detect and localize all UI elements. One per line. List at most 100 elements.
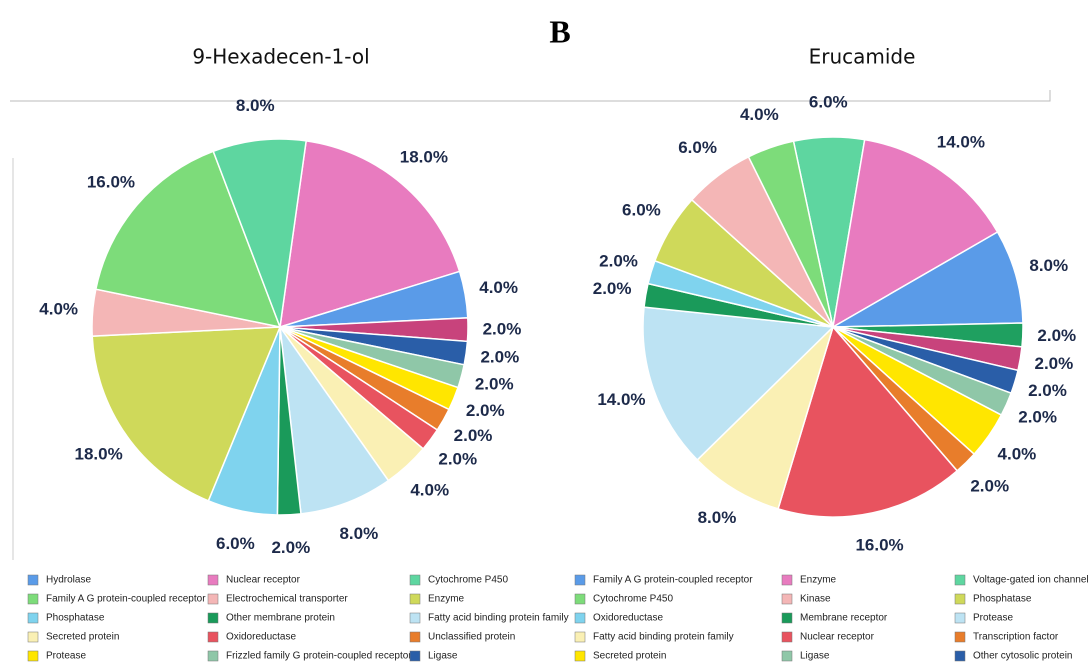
value-label: 2.0% (454, 426, 493, 445)
value-label: 2.0% (593, 279, 632, 298)
value-label: 2.0% (1028, 381, 1067, 400)
legend-label: Nuclear receptor (226, 575, 301, 586)
legend-swatch (27, 631, 39, 643)
legend-label: Kinase (800, 594, 831, 605)
value-label: 16.0% (87, 173, 135, 192)
legend-swatch (27, 574, 39, 586)
legend-label: Enzyme (428, 594, 465, 605)
value-label: 2.0% (1018, 408, 1057, 427)
value-label: 2.0% (483, 320, 522, 339)
legend-swatch (409, 574, 421, 586)
pie-slice (91, 326, 282, 502)
pie-slice (94, 150, 282, 329)
value-label: 8.0% (236, 96, 275, 115)
legend-label: Cytochrome P450 (593, 594, 673, 605)
value-label: 2.0% (466, 401, 505, 420)
value-label: 8.0% (339, 524, 378, 543)
value-label: 2.0% (438, 449, 477, 468)
legend-swatch (781, 650, 793, 662)
legend-label: Ligase (800, 651, 830, 662)
legend-swatch (574, 612, 586, 624)
legend-swatch (781, 631, 793, 643)
value-label: 16.0% (855, 536, 903, 555)
frame-line (10, 90, 1051, 102)
value-label: 4.0% (479, 278, 518, 297)
legend-swatch (954, 612, 966, 624)
value-label: 2.0% (599, 252, 638, 271)
pie-slice (832, 230, 1024, 328)
legend-label: Family A G protein-coupled receptor (46, 594, 206, 605)
legend-label: Secreted protein (46, 632, 119, 643)
pie-slice (642, 306, 835, 461)
value-label: 4.0% (410, 480, 449, 499)
value-label: 14.0% (937, 133, 985, 152)
panel-label: B (549, 13, 570, 49)
legend-label: Protease (46, 651, 86, 662)
value-label: 2.0% (480, 347, 519, 366)
legend-label: Membrane receptor (800, 613, 888, 624)
legend-swatch (27, 593, 39, 605)
legend-swatch (409, 631, 421, 643)
value-label: 2.0% (1037, 326, 1076, 345)
value-label: 4.0% (39, 299, 78, 318)
value-label: 8.0% (698, 508, 737, 527)
value-label: 2.0% (475, 375, 514, 394)
value-label: 8.0% (1029, 256, 1068, 275)
legend-label: Family A G protein-coupled receptor (593, 575, 753, 586)
pie-slice (777, 325, 959, 518)
pie-slice (831, 138, 999, 329)
legend-swatch (27, 650, 39, 662)
legend-swatch (409, 650, 421, 662)
value-label: 2.0% (271, 538, 310, 557)
value-label: 18.0% (400, 147, 448, 166)
value-label: 2.0% (970, 477, 1009, 496)
legend-label: Phosphatase (46, 613, 105, 624)
pie-slice (696, 326, 834, 510)
pie-slice (279, 139, 461, 329)
value-label: 18.0% (74, 444, 122, 463)
legend-label: Fatty acid binding protein family (593, 632, 734, 643)
legend-swatch (207, 593, 219, 605)
legend-label: Fatty acid binding protein family (428, 613, 569, 624)
chart-title: Erucamide (809, 45, 916, 69)
legend-swatch (207, 631, 219, 643)
legend-swatch (207, 612, 219, 624)
legend-label: Cytochrome P450 (428, 575, 508, 586)
chart-title: 9-Hexadecen-1-ol (192, 45, 369, 69)
pie-slice (279, 326, 390, 515)
legend-swatch (954, 631, 966, 643)
value-label: 6.0% (622, 200, 661, 219)
legend-label: Frizzled family G protein-coupled recept… (226, 651, 412, 662)
legend-swatch (574, 650, 586, 662)
legend-label: Other cytosolic protein (973, 651, 1073, 662)
legend-swatch (574, 574, 586, 586)
legend-swatch (954, 574, 966, 586)
legend-swatch (574, 631, 586, 643)
value-label: 6.0% (216, 534, 255, 553)
value-label: 6.0% (809, 93, 848, 112)
value-label: 2.0% (1034, 354, 1073, 373)
legend-swatch (954, 593, 966, 605)
legend-swatch (409, 593, 421, 605)
legend-swatch (409, 612, 421, 624)
legend-label: Voltage-gated ion channel (973, 575, 1089, 586)
legend-label: Secreted protein (593, 651, 666, 662)
legend-label: Ligase (428, 651, 458, 662)
value-label: 4.0% (998, 444, 1037, 463)
pie-slice (212, 138, 308, 328)
legend-label: Phosphatase (973, 594, 1032, 605)
legend-label: Electrochemical transporter (226, 594, 348, 605)
legend-label: Enzyme (800, 575, 837, 586)
value-label: 4.0% (740, 105, 779, 124)
legend-swatch (207, 650, 219, 662)
value-label: 6.0% (678, 138, 717, 157)
legend-swatch (574, 593, 586, 605)
legend-swatch (781, 593, 793, 605)
value-label: 14.0% (597, 390, 645, 409)
legend-swatch (954, 650, 966, 662)
legend-label: Other membrane protein (226, 613, 335, 624)
legend-label: Hydrolase (46, 575, 91, 586)
legend-swatch (207, 574, 219, 586)
legend-swatch (781, 612, 793, 624)
